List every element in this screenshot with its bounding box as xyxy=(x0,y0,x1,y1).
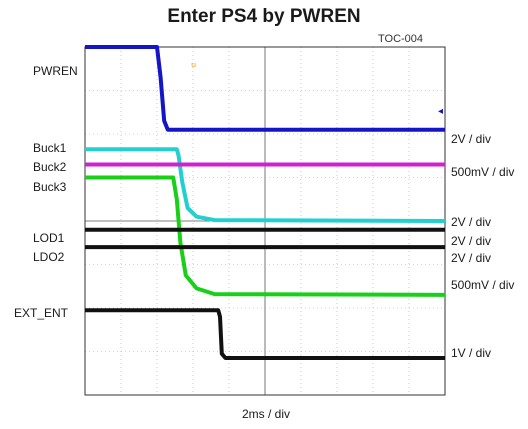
waveform-traces xyxy=(85,45,446,360)
label-lod1: LOD1 xyxy=(33,231,65,245)
scale-ext-ent: 1V / div xyxy=(451,346,491,360)
trace-pwren xyxy=(85,45,445,132)
label-buck1: Buck1 xyxy=(33,141,67,155)
label-pwren: PWREN xyxy=(33,64,78,78)
trace-buck1 xyxy=(85,147,446,223)
scale-ldo2: 2V / div xyxy=(451,251,491,265)
label-buck3: Buck3 xyxy=(33,180,67,194)
scale-buck1: 2V / div xyxy=(451,215,491,229)
chart-title: Enter PS4 by PWREN xyxy=(167,6,361,27)
scale-pwren: 2V / div xyxy=(451,132,491,146)
x-axis-label: 2ms / div xyxy=(242,407,290,421)
scale-buck2: 500mV / div xyxy=(451,165,514,179)
trace-ext-ent xyxy=(85,308,445,360)
scale-lod1: 2V / div xyxy=(451,234,491,248)
figure-id: TOC-004 xyxy=(378,33,424,45)
trigger-level-marker: ◂ xyxy=(438,106,443,117)
label-ext-ent: EXT_ENT xyxy=(14,306,69,320)
trace-buck3 xyxy=(85,175,446,297)
trigger-marker: ᵤ xyxy=(191,56,196,71)
label-buck2: Buck2 xyxy=(33,160,67,174)
label-ldo2: LDO2 xyxy=(33,250,65,264)
scale-buck3: 500mV / div xyxy=(451,278,514,292)
